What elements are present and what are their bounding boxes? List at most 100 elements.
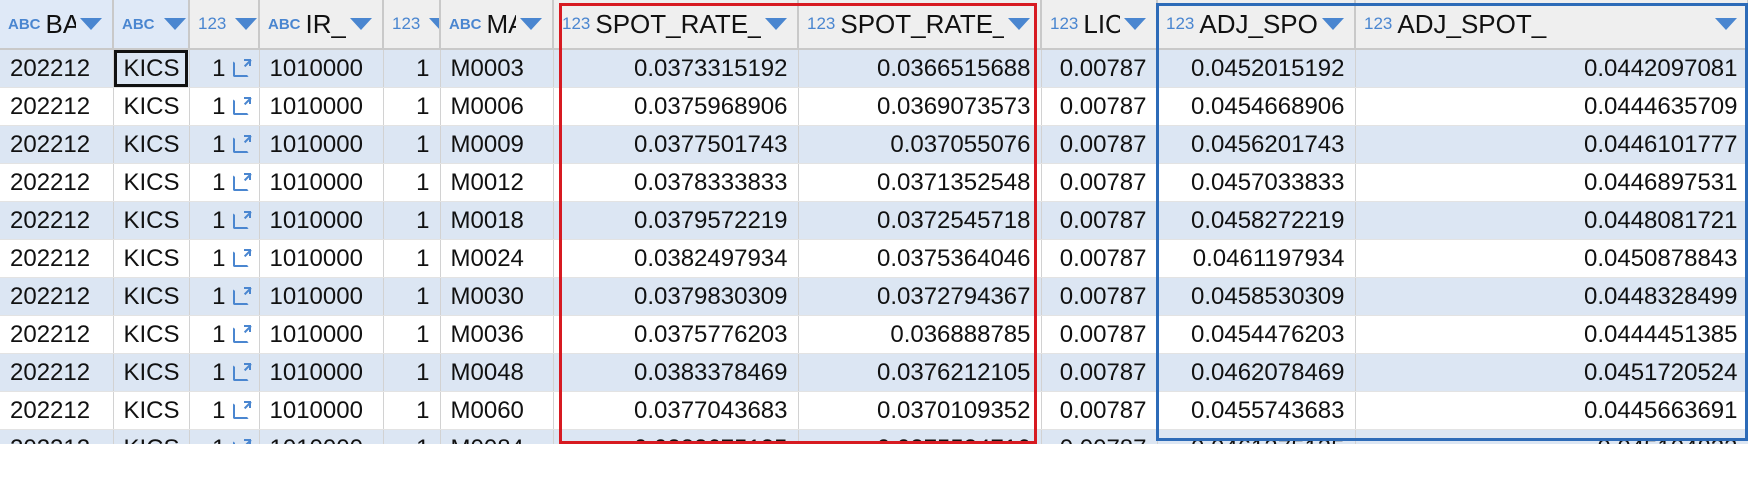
cell-spot_d[interactable]: 0.0379830309 (553, 277, 799, 316)
column-header-kics[interactable]: ABC (113, 0, 190, 50)
column-header-c5[interactable]: 123 (383, 0, 441, 50)
cell-adj2[interactable]: 0.0442097081 (1355, 49, 1748, 88)
chevron-down-icon[interactable] (520, 18, 542, 30)
cell-spot_c[interactable]: 0.0375364046 (798, 239, 1042, 278)
table-row[interactable]: 202212 KICS 1 1010000 1 M0048 0.0383378469 0.03… (0, 353, 1748, 392)
cell-c3[interactable]: 1 (189, 277, 260, 316)
cell-c5[interactable]: 1 (383, 163, 441, 202)
cell-adj1[interactable]: 0.0454476203 (1157, 315, 1356, 354)
open-link-icon[interactable] (232, 210, 251, 229)
cell-kics[interactable]: KICS (113, 87, 190, 126)
cell-adj1[interactable]: 0.0458272219 (1157, 201, 1356, 240)
column-header-liq[interactable]: 123 LIC (1041, 0, 1158, 50)
cell-adj1[interactable]: 0.0452015192 (1157, 49, 1356, 88)
open-link-icon[interactable] (232, 248, 251, 267)
cell-spot_d[interactable]: 0.0377501743 (553, 125, 799, 164)
cell-adj1[interactable]: 0.0456201743 (1157, 125, 1356, 164)
cell-liq[interactable]: 0.00787 (1041, 125, 1158, 164)
cell-ba[interactable]: 202212 (0, 49, 114, 88)
chevron-down-icon[interactable] (235, 18, 257, 30)
cell-spot_d[interactable]: 0.0377043683 (553, 391, 799, 430)
table-row[interactable]: 202212 KICS 1 1010000 1 M0009 0.0377501743 0.03… (0, 125, 1748, 164)
cell-ba[interactable]: 202212 (0, 315, 114, 354)
table-row[interactable]: 202212 KICS 1 1010000 1 M0018 0.0379572219 0.03… (0, 201, 1748, 240)
cell-ir[interactable]: 1010000 (259, 239, 384, 278)
open-link-icon[interactable] (232, 362, 251, 381)
cell-liq[interactable]: 0.00787 (1041, 201, 1158, 240)
column-header-c3[interactable]: 123 (189, 0, 260, 50)
cell-spot_c[interactable]: 0.037055076 (798, 125, 1042, 164)
cell-kics[interactable]: KICS (113, 277, 190, 316)
cell-ir[interactable]: 1010000 (259, 201, 384, 240)
cell-c5[interactable]: 1 (383, 49, 441, 88)
cell-adj1[interactable]: 0.0461197934 (1157, 239, 1356, 278)
cell-kics[interactable]: KICS (113, 163, 190, 202)
cell-adj2[interactable]: 0.0446897531 (1355, 163, 1748, 202)
cell-c5[interactable]: 1 (383, 353, 441, 392)
table-row[interactable]: 202212 KICS 1 1010000 1 M0060 0.0377043683 0.03… (0, 391, 1748, 430)
cell-c5[interactable]: 1 (383, 315, 441, 354)
cell-c3[interactable]: 1 (189, 163, 260, 202)
open-link-icon[interactable] (232, 134, 251, 153)
cell-adj2[interactable]: 0.0444635709 (1355, 87, 1748, 126)
cell-c5[interactable]: 1 (383, 239, 441, 278)
chevron-down-icon[interactable] (350, 18, 372, 30)
open-link-icon[interactable] (232, 286, 251, 305)
cell-adj1[interactable]: 0.0462078469 (1157, 353, 1356, 392)
cell-ma[interactable]: M0006 (440, 87, 554, 126)
cell-spot_c[interactable]: 0.0370109352 (798, 391, 1042, 430)
cell-spot_c[interactable]: 0.0372545718 (798, 201, 1042, 240)
cell-adj2[interactable]: 0.0450878843 (1355, 239, 1748, 278)
chevron-down-icon[interactable] (1008, 18, 1030, 30)
cell-spot_d[interactable]: 0.0375968906 (553, 87, 799, 126)
cell-ma[interactable]: M0036 (440, 315, 554, 354)
cell-spot_d[interactable]: 0.0378333833 (553, 163, 799, 202)
cell-c3[interactable]: 1 (189, 239, 260, 278)
cell-spot_c[interactable]: 0.0371352548 (798, 163, 1042, 202)
cell-ir[interactable]: 1010000 (259, 163, 384, 202)
cell-c3[interactable]: 1 (189, 87, 260, 126)
cell-kics[interactable]: KICS (113, 49, 190, 88)
cell-spot_c[interactable]: 0.0372794367 (798, 277, 1042, 316)
cell-liq[interactable]: 0.00787 (1041, 391, 1158, 430)
cell-spot_d[interactable]: 0.0373315192 (553, 49, 799, 88)
cell-ir[interactable]: 1010000 (259, 315, 384, 354)
cell-c5[interactable]: 1 (383, 277, 441, 316)
chevron-down-icon[interactable] (429, 18, 438, 30)
cell-ma[interactable]: M0003 (440, 49, 554, 88)
chevron-down-icon[interactable] (1322, 18, 1344, 30)
chevron-down-icon[interactable] (1124, 18, 1146, 30)
table-row[interactable]: 202212 KICS 1 1010000 1 M0036 0.0375776203 0.03… (0, 315, 1748, 354)
cell-ba[interactable]: 202212 (0, 277, 114, 316)
cell-spot_d[interactable]: 0.0383378469 (553, 353, 799, 392)
column-header-ma[interactable]: ABCMA (440, 0, 554, 50)
cell-c3[interactable]: 1 (189, 125, 260, 164)
cell-ma[interactable]: M0060 (440, 391, 554, 430)
chevron-down-icon[interactable] (163, 18, 186, 30)
cell-kics[interactable]: KICS (113, 353, 190, 392)
cell-spot_d[interactable]: 0.0375776203 (553, 315, 799, 354)
cell-spot_c[interactable]: 0.0366515688 (798, 49, 1042, 88)
cell-adj1[interactable]: 0.0454668906 (1157, 87, 1356, 126)
cell-spot_d[interactable]: 0.0379572219 (553, 201, 799, 240)
table-row[interactable]: 202212 KICS 1 1010000 1 M0030 0.0379830309 0.03… (0, 277, 1748, 316)
cell-adj2[interactable]: 0.0446101777 (1355, 125, 1748, 164)
open-link-icon[interactable] (232, 96, 251, 115)
cell-adj2[interactable]: 0.0448081721 (1355, 201, 1748, 240)
cell-kics[interactable]: KICS (113, 391, 190, 430)
cell-ir[interactable]: 1010000 (259, 277, 384, 316)
cell-liq[interactable]: 0.00787 (1041, 277, 1158, 316)
cell-adj1[interactable]: 0.0458530309 (1157, 277, 1356, 316)
cell-adj2[interactable]: 0.0448328499 (1355, 277, 1748, 316)
open-link-icon[interactable] (232, 172, 251, 191)
cell-ba[interactable]: 202212 (0, 125, 114, 164)
open-link-icon[interactable] (232, 400, 251, 419)
table-row[interactable]: 202212 KICS 1 1010000 1 M0024 0.0382497934 0.03… (0, 239, 1748, 278)
open-link-icon[interactable] (232, 58, 251, 77)
cell-ir[interactable]: 1010000 (259, 49, 384, 88)
cell-liq[interactable]: 0.00787 (1041, 353, 1158, 392)
